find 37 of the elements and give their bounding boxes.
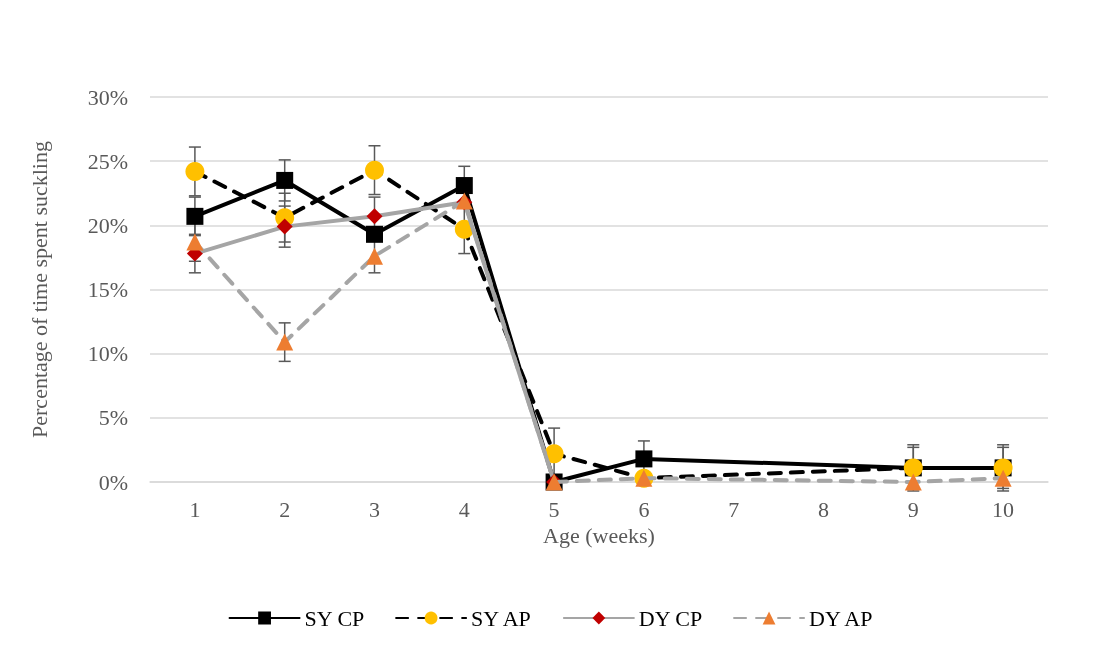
point [276,333,294,351]
point [366,225,383,243]
legend-label: DY CP [638,605,703,631]
x-tick-label: 3 [369,496,380,522]
x-tick-label: 8 [818,496,829,522]
x-axis-title: Age (weeks) [543,523,655,549]
x-tick-label: 10 [992,496,1015,522]
y-tick-label: 30% [87,84,128,110]
y-tick-label: 15% [87,277,128,302]
y-tick-label: 20% [87,212,128,238]
y-tick-label: 10% [87,341,128,367]
point [366,247,383,265]
legend-label: SY CP [304,605,365,631]
point [366,208,383,225]
point [544,444,564,464]
y-tick-label: 25% [87,148,128,174]
x-tick-label: 5 [548,496,560,522]
legend-label: SY AP [471,605,531,631]
point [365,160,384,180]
legend-label: DY AP [809,605,873,631]
point [186,207,204,225]
y-tick-label: 5% [98,405,128,431]
x-tick-label: 6 [638,496,650,522]
x-tick-label: 7 [728,496,740,522]
x-tick-label: 2 [279,496,291,522]
point [276,171,294,189]
point [276,218,293,235]
y-axis-title: Percentage of time spent suckling [26,141,52,438]
point [904,473,922,491]
point [635,450,653,468]
x-tick-label: 1 [189,496,201,522]
y-tick-label: 0% [98,469,128,495]
x-tick-label: 9 [907,496,919,522]
point [186,233,204,251]
x-tick-label: 4 [458,496,470,522]
point [185,161,205,181]
point [455,177,473,195]
